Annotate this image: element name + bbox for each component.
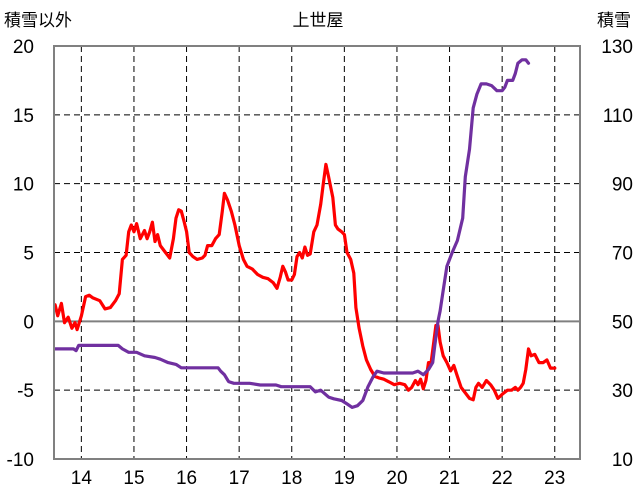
left-axis-label: 積雪以外	[4, 11, 72, 31]
left-tick-label: -10	[7, 450, 34, 471]
right-tick-label: 50	[612, 312, 633, 333]
right-tick-label: 90	[612, 175, 633, 196]
left-tick-label: 10	[13, 175, 34, 196]
x-tick-label: 17	[229, 468, 250, 489]
x-tick-label: 21	[439, 468, 460, 489]
x-tick-label: 22	[492, 468, 513, 489]
right-axis-label: 積雪	[597, 11, 631, 31]
series-line-left-axis	[53, 162, 557, 402]
right-tick-label: 70	[612, 244, 633, 265]
left-tick-label: -5	[17, 381, 34, 402]
right-tick-label: 110	[603, 106, 633, 127]
series-lines	[53, 58, 557, 409]
left-tick-label: 0	[23, 312, 34, 333]
left-tick-label: 20	[13, 37, 34, 58]
x-tick-label: 14	[71, 468, 93, 489]
left-tick-label: 5	[23, 244, 34, 265]
x-tick-label: 15	[123, 468, 144, 489]
x-tick-label: 20	[386, 468, 407, 489]
x-tick-label: 19	[334, 468, 355, 489]
series-line-right-axis	[53, 58, 531, 409]
x-tick-label: 18	[281, 468, 302, 489]
chart-title: 上世屋	[293, 11, 344, 31]
right-tick-label: 10	[612, 450, 633, 471]
left-tick-label: 15	[13, 106, 34, 127]
x-tick-label: 23	[544, 468, 565, 489]
right-tick-label: 30	[612, 381, 633, 402]
right-tick-label: 130	[601, 37, 633, 58]
x-tick-label: 16	[176, 468, 197, 489]
plot-frame	[53, 45, 581, 460]
